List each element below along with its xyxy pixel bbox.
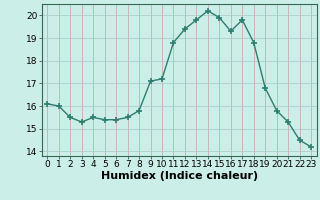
X-axis label: Humidex (Indice chaleur): Humidex (Indice chaleur)	[100, 171, 258, 181]
